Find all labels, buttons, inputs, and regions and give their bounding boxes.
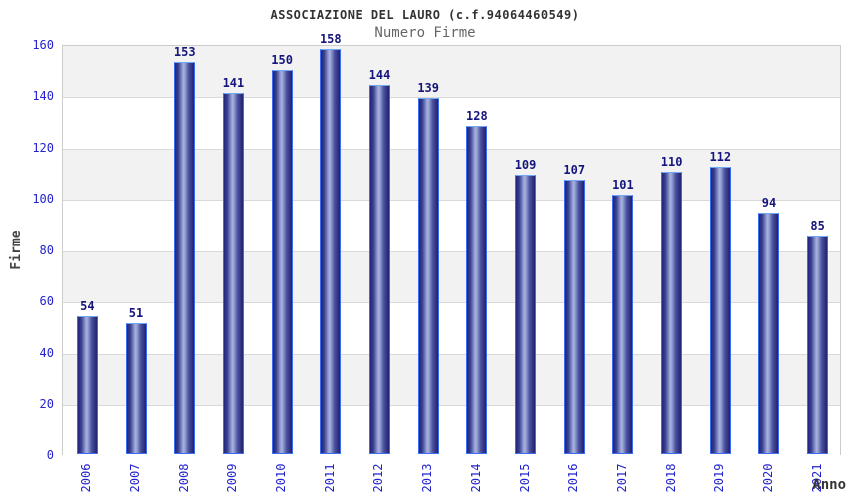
x-tick-2018: 2018 <box>663 463 678 493</box>
y-tick-100: 100 <box>32 191 54 206</box>
gridline <box>63 148 840 150</box>
bar-2016 <box>563 179 585 454</box>
y-tick-80: 80 <box>39 243 54 257</box>
bar-value-label: 150 <box>271 52 293 67</box>
x-tick-2020: 2020 <box>760 463 775 493</box>
gridline <box>63 251 840 252</box>
gridline <box>63 404 840 406</box>
bar-value-label: 153 <box>173 44 196 59</box>
gridline <box>63 97 840 99</box>
bar-2010 <box>271 69 293 454</box>
y-tick-120: 120 <box>32 140 54 155</box>
y-tick-20: 20 <box>39 396 54 411</box>
gridline <box>63 199 840 201</box>
bar-value-label: 51 <box>128 306 144 321</box>
x-tick-2017: 2017 <box>614 463 629 493</box>
x-tick-2013: 2013 <box>420 463 435 493</box>
x-tick-2011: 2011 <box>322 463 337 493</box>
gridline <box>63 353 840 355</box>
bar-value-label: 141 <box>222 75 245 90</box>
x-tick-2006: 2006 <box>79 463 94 493</box>
y-tick-160: 160 <box>32 38 54 52</box>
bar-value-label: 110 <box>660 155 683 170</box>
chart-subtitle: Numero Firme <box>374 25 476 41</box>
bar-value-label: 94 <box>761 196 777 211</box>
bar-2006 <box>76 315 98 454</box>
bar-value-label: 112 <box>709 150 732 164</box>
x-tick-2009: 2009 <box>225 463 240 493</box>
chart-title: ASSOCIAZIONE DEL LAURO (c.f.94064460549) <box>270 8 580 22</box>
bar-value-label: 54 <box>80 298 95 313</box>
x-tick-2015: 2015 <box>517 463 532 493</box>
bar-2013 <box>417 97 439 454</box>
x-tick-2019: 2019 <box>712 463 727 493</box>
y-tick-140: 140 <box>32 89 54 104</box>
y-tick-60: 60 <box>39 294 54 309</box>
bar-2007 <box>125 323 147 454</box>
x-tick-2016: 2016 <box>566 463 581 493</box>
x-tick-2014: 2014 <box>468 463 483 493</box>
bar-2019 <box>709 167 731 454</box>
plot-area: 54 51 153 141 150 158 144 139 128 109 107 101 110 112… <box>62 32 841 456</box>
gridline <box>63 302 840 304</box>
bar-2014 <box>466 126 488 454</box>
bar-2020 <box>758 213 780 454</box>
y-tick-0: 0 <box>46 448 54 462</box>
bar-value-label: 109 <box>514 157 537 172</box>
bar-value-label: 144 <box>368 68 391 82</box>
x-tick-2012: 2012 <box>371 463 386 493</box>
bar-2008 <box>174 61 196 454</box>
bar-2018 <box>661 172 683 454</box>
x-tick-2010: 2010 <box>274 463 289 493</box>
bar-2011 <box>320 49 342 454</box>
bar-value-label: 107 <box>563 162 586 177</box>
y-tick-40: 40 <box>39 345 54 360</box>
bar-value-label: 139 <box>417 80 439 95</box>
y-axis-title: Firme <box>9 230 24 270</box>
x-tick-2008: 2008 <box>176 463 191 493</box>
bar-2015 <box>515 174 537 454</box>
bar-value-label: 128 <box>466 109 488 123</box>
bar-2017 <box>612 195 634 454</box>
bar-value-label: 85 <box>810 219 825 234</box>
bar-value-label: 158 <box>319 32 342 47</box>
bar-2021 <box>807 236 829 454</box>
x-tick-2007: 2007 <box>128 463 143 493</box>
bar-value-label: 101 <box>612 178 634 193</box>
bar-2012 <box>368 85 390 454</box>
x-axis-title: Anno <box>812 477 846 493</box>
bar-2009 <box>222 92 244 454</box>
